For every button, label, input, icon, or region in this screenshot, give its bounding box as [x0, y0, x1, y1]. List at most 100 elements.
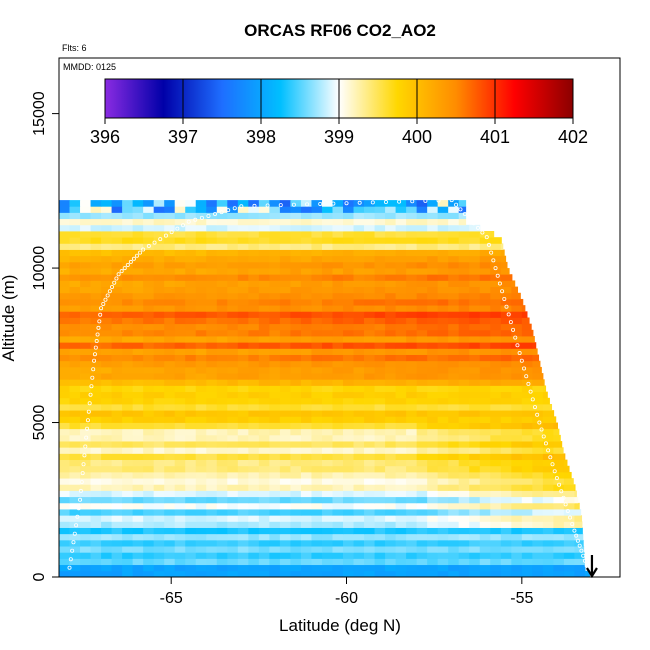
heatmap-cell [69, 305, 81, 312]
heatmap-cell [90, 243, 102, 250]
heatmap-cell [532, 459, 544, 467]
heatmap-cell [395, 527, 407, 535]
heatmap-cell [122, 329, 134, 337]
heatmap-cell [69, 255, 81, 263]
heatmap-cell [216, 416, 228, 423]
flight-track-point [491, 258, 496, 263]
heatmap-cell [206, 441, 218, 448]
heatmap-cell [174, 342, 186, 349]
heatmap-cell [395, 552, 407, 559]
heatmap-cell [122, 527, 134, 535]
heatmap-cell [290, 447, 302, 454]
heatmap-cell [122, 441, 134, 448]
heatmap-cell [59, 212, 70, 220]
heatmap-cell [395, 292, 407, 300]
heatmap-cell [458, 397, 470, 405]
heatmap-cell [216, 274, 228, 281]
heatmap-cell [153, 428, 165, 436]
heatmap-cell [69, 447, 81, 454]
heatmap-cell [227, 274, 239, 281]
heatmap-cell [321, 311, 333, 318]
heatmap-cell [122, 490, 134, 498]
heatmap-cell [269, 280, 281, 288]
heatmap-cell [343, 360, 354, 368]
heatmap-cell [458, 249, 470, 257]
heatmap-cell [511, 385, 523, 393]
heatmap-cell [500, 502, 512, 510]
heatmap-cell [448, 305, 460, 312]
heatmap-cell [532, 348, 538, 355]
heatmap-cell [500, 348, 512, 355]
heatmap-cell [321, 416, 333, 423]
heatmap-cell [300, 286, 312, 294]
heatmap-cell [574, 502, 580, 510]
heatmap-cell [111, 465, 123, 473]
heatmap-cell [427, 323, 439, 331]
heatmap-cell [90, 280, 102, 288]
heatmap-cell [258, 527, 270, 535]
heatmap-cell [521, 465, 533, 473]
flights-count-note: Flts: 6 [62, 43, 87, 53]
heatmap-cell [490, 329, 502, 337]
heatmap-cell [59, 391, 70, 399]
heatmap-cell [532, 391, 544, 399]
heatmap-cell [248, 206, 260, 213]
heatmap-cell [122, 261, 134, 269]
x-tick-label: -55 [510, 590, 533, 607]
heatmap-cell [185, 268, 197, 275]
heatmap-cell [385, 509, 396, 516]
heatmap-cell [122, 391, 134, 399]
heatmap-cell [258, 465, 270, 473]
heatmap-cell [563, 509, 575, 516]
heatmap-cell [343, 249, 354, 257]
heatmap-cell [416, 539, 428, 547]
heatmap-cell [406, 533, 418, 541]
heatmap-cell [395, 564, 407, 572]
heatmap-cell [237, 434, 249, 442]
flight-track-point [131, 256, 136, 261]
heatmap-cell [416, 298, 428, 306]
flight-track-point [537, 420, 542, 425]
heatmap-cell [90, 268, 102, 275]
heatmap-cell [385, 379, 396, 386]
heatmap-cell [195, 539, 207, 547]
heatmap-cell [227, 342, 239, 349]
heatmap-cell [122, 385, 134, 393]
heatmap-cell [80, 496, 91, 504]
heatmap-cell [416, 385, 428, 393]
heatmap-cell [206, 305, 218, 312]
heatmap-cell [427, 558, 439, 566]
heatmap-cell [458, 224, 470, 232]
heatmap-cell [500, 336, 512, 343]
heatmap-cell [374, 428, 386, 436]
heatmap-cell [290, 496, 302, 504]
heatmap-cell [321, 317, 333, 325]
heatmap-cell [111, 471, 123, 479]
y-tick-label: 5000 [31, 405, 48, 441]
heatmap-cell [227, 317, 239, 325]
heatmap-cell [143, 237, 155, 244]
heatmap-cell [416, 509, 428, 516]
heatmap-cell [174, 373, 186, 380]
heatmap-cell [206, 527, 218, 535]
heatmap-cell [353, 404, 365, 411]
heatmap-cell [174, 255, 186, 263]
heatmap-cell [532, 447, 544, 454]
heatmap-cell [111, 206, 123, 213]
heatmap-cell [374, 243, 386, 250]
heatmap-cell [80, 478, 91, 485]
heatmap-cell [69, 366, 81, 374]
heatmap-cell [374, 354, 386, 362]
heatmap-cell [269, 385, 281, 393]
heatmap-cell [269, 515, 281, 522]
heatmap-cell [206, 373, 218, 380]
heatmap-cell [406, 373, 418, 380]
heatmap-cell [374, 490, 386, 498]
heatmap-cell [185, 360, 197, 368]
heatmap-cell [143, 200, 155, 207]
heatmap-cell [321, 379, 333, 386]
heatmap-cell [563, 552, 575, 559]
heatmap-cell [353, 570, 365, 578]
heatmap-cell [500, 490, 512, 498]
heatmap-cell [216, 280, 228, 288]
